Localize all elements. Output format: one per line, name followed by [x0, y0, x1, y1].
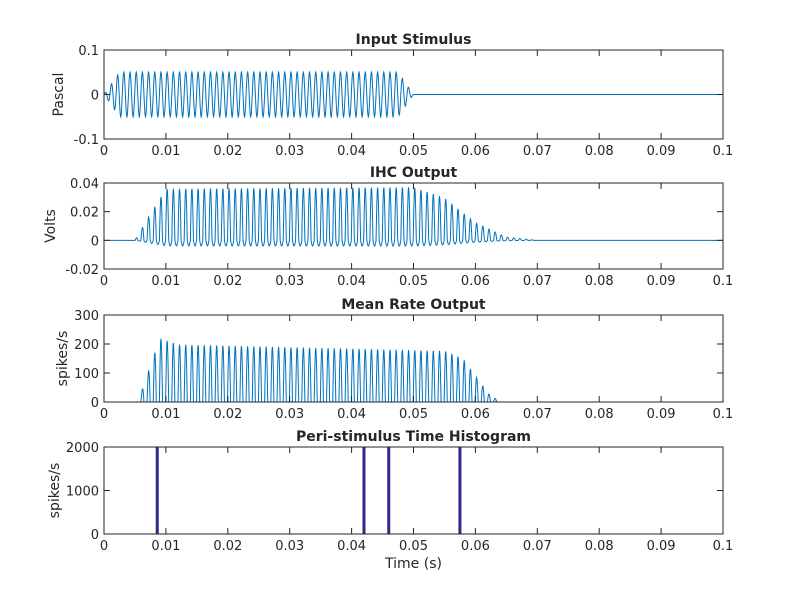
- subplot-title: Mean Rate Output: [341, 297, 486, 313]
- subplot-title: Input Stimulus: [356, 32, 472, 48]
- x-tick-label: 0.01: [151, 274, 180, 289]
- x-tick-label: 0.08: [585, 274, 614, 289]
- x-tick-label: 0.01: [151, 144, 180, 159]
- y-tick-label: 0: [91, 528, 99, 543]
- signal-line: [104, 70, 723, 119]
- plot-area: [104, 447, 723, 534]
- x-tick-label: 0.06: [461, 539, 490, 554]
- x-tick-label: 0.05: [399, 539, 428, 554]
- x-tick-label: 0.04: [337, 274, 366, 289]
- x-tick-label: 0.04: [337, 539, 366, 554]
- y-tick-label: 0: [91, 234, 99, 249]
- x-tick-label: 0.02: [213, 274, 242, 289]
- x-tick-label: 0.07: [523, 144, 552, 159]
- y-tick-label: 2000: [66, 441, 99, 456]
- x-tick-label: 0.08: [585, 144, 614, 159]
- y-tick-label: 300: [74, 309, 99, 324]
- y-tick-label: 1000: [66, 485, 99, 500]
- x-tick-label: 0.08: [585, 539, 614, 554]
- x-tick-label: 0.09: [647, 407, 676, 422]
- y-axis-label: spikes/s: [47, 463, 63, 519]
- x-tick-label: 0.03: [275, 274, 304, 289]
- x-tick-label: 0.1: [713, 144, 734, 159]
- signal-line: [104, 187, 723, 247]
- y-tick-label: 100: [74, 367, 99, 382]
- subplot-4: 0 0.01 0.02 0.03 0.04 0.05 0.06 0.07 0.08 0.09 0.1…: [47, 429, 733, 572]
- psth-bar: [362, 447, 366, 534]
- x-tick-label: 0.04: [337, 144, 366, 159]
- x-tick-label: 0.01: [151, 407, 180, 422]
- y-axis-label: Volts: [43, 209, 59, 243]
- x-tick-label: 0.1: [713, 539, 734, 554]
- psth-bar: [387, 447, 391, 534]
- x-tick-label: 0.05: [399, 407, 428, 422]
- subplot-1: 0 0.01 0.02 0.03 0.04 0.05 0.06 0.07 0.08 0.09 0.1…: [51, 32, 733, 159]
- x-tick-label: 0: [100, 274, 108, 289]
- x-tick-label: 0.02: [213, 539, 242, 554]
- y-tick-label: 0: [91, 396, 99, 411]
- x-tick-label: 0.02: [213, 144, 242, 159]
- x-tick-label: 0.06: [461, 407, 490, 422]
- y-tick-label: 0.02: [70, 206, 99, 221]
- x-tick-label: 0.09: [647, 539, 676, 554]
- y-tick-label: 0: [91, 89, 99, 104]
- psth-bar: [458, 447, 462, 534]
- x-tick-label: 0.08: [585, 407, 614, 422]
- x-tick-label: 0.06: [461, 144, 490, 159]
- x-tick-label: 0.07: [523, 407, 552, 422]
- y-tick-label: -0.02: [65, 263, 99, 278]
- x-tick-label: 0.07: [523, 274, 552, 289]
- x-tick-label: 0.09: [647, 144, 676, 159]
- x-tick-label: 0: [100, 539, 108, 554]
- x-tick-label: 0.03: [275, 539, 304, 554]
- x-axis-label: Time (s): [384, 556, 442, 572]
- signal-line: [104, 338, 723, 402]
- x-tick-label: 0.02: [213, 407, 242, 422]
- x-tick-label: 0.03: [275, 144, 304, 159]
- y-axis-label: spikes/s: [55, 331, 71, 387]
- y-tick-label: 0.04: [70, 177, 99, 192]
- x-tick-label: 0.07: [523, 539, 552, 554]
- subplot-2: 0 0.01 0.02 0.03 0.04 0.05 0.06 0.07 0.08 0.09 0.1…: [43, 165, 733, 289]
- y-tick-label: 200: [74, 338, 99, 353]
- x-tick-label: 0.04: [337, 407, 366, 422]
- x-tick-label: 0.09: [647, 274, 676, 289]
- x-tick-label: 0.06: [461, 274, 490, 289]
- y-axis-label: Pascal: [51, 73, 67, 117]
- psth-bar: [155, 447, 159, 534]
- x-tick-label: 0.01: [151, 539, 180, 554]
- subplot-title: IHC Output: [370, 165, 458, 181]
- x-tick-label: 0.05: [399, 274, 428, 289]
- x-tick-label: 0.1: [713, 274, 734, 289]
- y-tick-label: 0.1: [78, 44, 99, 59]
- x-tick-label: 0.05: [399, 144, 428, 159]
- x-tick-label: 0: [100, 407, 108, 422]
- subplot-title: Peri-stimulus Time Histogram: [296, 429, 531, 445]
- x-tick-label: 0.1: [713, 407, 734, 422]
- y-tick-label: -0.1: [74, 133, 99, 148]
- x-tick-label: 0: [100, 144, 108, 159]
- subplot-3: 0 0.01 0.02 0.03 0.04 0.05 0.06 0.07 0.08 0.09 0.1…: [55, 297, 733, 422]
- x-tick-label: 0.03: [275, 407, 304, 422]
